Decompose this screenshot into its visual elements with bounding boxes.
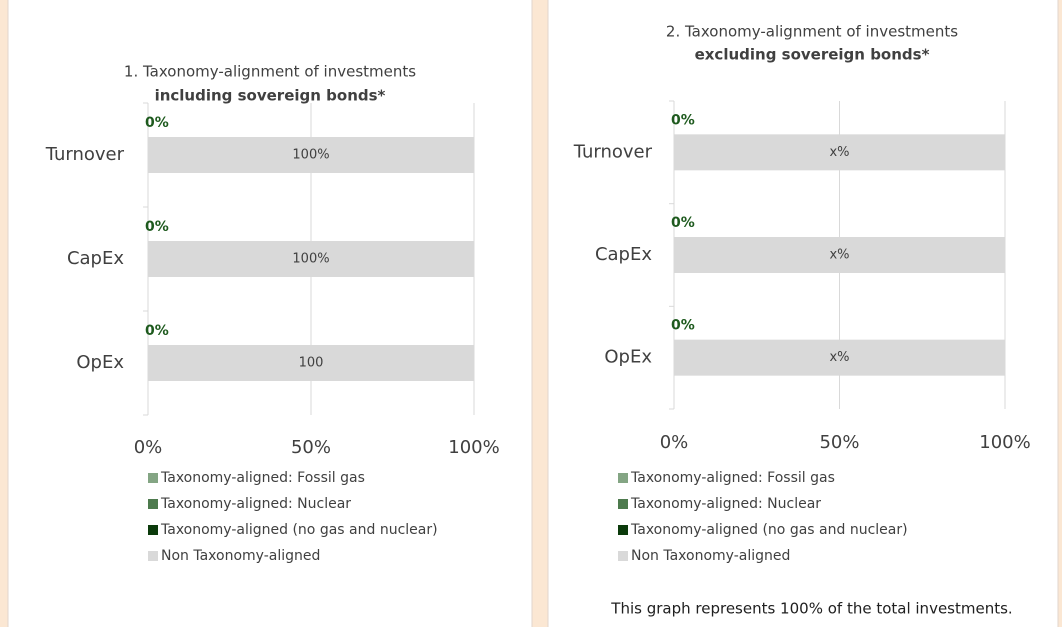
legend-swatch	[618, 499, 628, 509]
chart-title: 1. Taxonomy-alignment of investments	[124, 63, 416, 81]
panel	[547, 0, 1059, 627]
panel	[7, 0, 533, 627]
x-tick-label: 50%	[291, 437, 331, 458]
value-label: x%	[829, 248, 849, 263]
legend-swatch	[618, 473, 628, 483]
y-tick-label: Turnover	[573, 141, 653, 162]
y-tick-label: OpEx	[604, 347, 652, 368]
legend-label: Non Taxonomy-aligned	[161, 548, 320, 564]
y-tick-label: CapEx	[595, 244, 652, 265]
legend-label: Taxonomy-aligned: Nuclear	[630, 496, 821, 512]
legend-swatch	[148, 499, 158, 509]
value-label: 0%	[145, 219, 169, 235]
x-tick-label: 100%	[448, 437, 499, 458]
value-label: 0%	[145, 323, 169, 339]
y-tick-label: OpEx	[76, 352, 124, 373]
value-label: 0%	[671, 318, 695, 334]
bar-segment	[148, 345, 474, 381]
bar-segment	[148, 137, 474, 173]
value-label: x%	[829, 350, 849, 365]
legend-label: Taxonomy-aligned (no gas and nuclear)	[630, 522, 908, 538]
value-label: 100	[299, 356, 324, 371]
bar-segment	[674, 237, 1005, 273]
value-label: 0%	[671, 112, 695, 128]
legend-swatch	[618, 525, 628, 535]
legend-swatch	[148, 473, 158, 483]
legend-swatch	[618, 551, 628, 561]
chart-subtitle: including sovereign bonds*	[155, 87, 386, 105]
value-label: 100%	[292, 252, 329, 267]
footnote: This graph represents 100% of the total …	[610, 600, 1012, 618]
legend-label: Taxonomy-aligned: Nuclear	[160, 496, 351, 512]
chart-title: 2. Taxonomy-alignment of investments	[666, 23, 958, 41]
y-tick-label: Turnover	[45, 144, 125, 165]
x-tick-label: 0%	[660, 432, 689, 453]
bar-segment	[674, 134, 1005, 171]
legend-label: Taxonomy-aligned: Fossil gas	[630, 470, 835, 486]
bar-segment	[674, 339, 1005, 376]
value-label: 100%	[292, 148, 329, 163]
chart-subtitle: excluding sovereign bonds*	[695, 46, 930, 64]
value-label: x%	[829, 145, 849, 160]
legend-swatch	[148, 551, 158, 561]
legend-swatch	[148, 525, 158, 535]
x-tick-label: 100%	[979, 432, 1030, 453]
bar-segment	[148, 241, 474, 277]
value-label: 0%	[145, 115, 169, 131]
x-tick-label: 0%	[134, 437, 163, 458]
x-tick-label: 50%	[819, 432, 859, 453]
legend-label: Non Taxonomy-aligned	[631, 548, 790, 564]
value-label: 0%	[671, 215, 695, 231]
legend-label: Taxonomy-aligned: Fossil gas	[160, 470, 365, 486]
legend-label: Taxonomy-aligned (no gas and nuclear)	[160, 522, 438, 538]
y-tick-label: CapEx	[67, 248, 124, 269]
